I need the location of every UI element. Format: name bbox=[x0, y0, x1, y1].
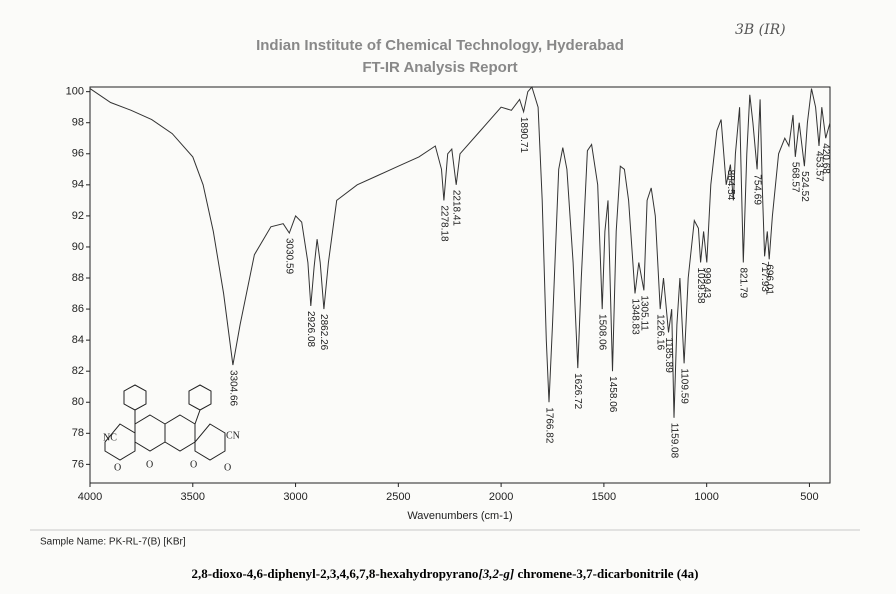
peak-label: 999.43 bbox=[701, 267, 712, 298]
peak-label: 453.57 bbox=[813, 151, 824, 182]
peak-label: 1348.83 bbox=[629, 299, 640, 336]
peak-label: 2278.18 bbox=[438, 205, 449, 242]
caption-part: chromene-3,7-dicarbonitrile (4a) bbox=[514, 566, 698, 581]
ring bbox=[104, 423, 136, 461]
x-axis-label: Wavenumbers (cm-1) bbox=[407, 510, 512, 522]
peak-label: 1226.16 bbox=[655, 314, 666, 351]
peak-label: 696.01 bbox=[764, 264, 775, 295]
phenyl bbox=[123, 384, 147, 411]
peak-label: 1890.71 bbox=[518, 117, 529, 154]
peak-label: 1766.82 bbox=[543, 407, 554, 444]
plot-frame bbox=[89, 86, 831, 484]
x-tick-label: 1000 bbox=[694, 491, 718, 503]
x-tick-label: 1500 bbox=[592, 491, 616, 503]
peak-label: 3030.59 bbox=[284, 238, 295, 275]
handwritten-note: 3B (IR) bbox=[735, 22, 786, 38]
structure-label: O bbox=[224, 462, 231, 473]
ring bbox=[194, 423, 226, 461]
peak-label: 420.68 bbox=[820, 143, 831, 174]
bond bbox=[194, 409, 201, 425]
y-tick-label: 98 bbox=[72, 117, 84, 129]
structure-label: NC bbox=[103, 432, 117, 443]
x-tick-label: 3500 bbox=[181, 491, 205, 503]
y-tick-label: 92 bbox=[72, 210, 84, 222]
peak-label: 568.57 bbox=[790, 162, 801, 193]
chart-title: Indian Institute of Chemical Technology,… bbox=[256, 37, 624, 54]
peak-label: 2926.08 bbox=[305, 311, 316, 348]
chart-subtitle: FT-IR Analysis Report bbox=[362, 59, 517, 76]
caption-part: 2,8-dioxo-4,6-diphenyl-2,3,4,6,7,8-hexah… bbox=[192, 566, 479, 581]
x-tick-label: 500 bbox=[800, 491, 818, 503]
y-tick-label: 76 bbox=[72, 458, 84, 470]
peak-label: 524.52 bbox=[799, 171, 810, 202]
molecule: NC CN O O O O bbox=[103, 384, 240, 473]
y-tick-label: 78 bbox=[72, 427, 84, 439]
y-tick-label: 96 bbox=[72, 148, 84, 160]
y-tick-label: 82 bbox=[72, 365, 84, 377]
x-tick-label: 3000 bbox=[283, 491, 307, 503]
y-tick-label: 84 bbox=[72, 334, 84, 346]
peak-label: 821.79 bbox=[738, 267, 749, 298]
structure-label: O bbox=[114, 462, 121, 473]
peak-label: 2862.26 bbox=[318, 314, 329, 351]
peak-label: 1305.11 bbox=[638, 295, 649, 331]
y-tick-label: 90 bbox=[72, 241, 84, 253]
peak-label: 1458.06 bbox=[607, 376, 618, 413]
phenyl bbox=[188, 384, 212, 411]
peak-label: 1029.58 bbox=[695, 267, 706, 304]
y-tick-label: 100 bbox=[66, 86, 84, 98]
peak-label: 1508.06 bbox=[597, 314, 608, 351]
caption: 2,8-dioxo-4,6-diphenyl-2,3,4,6,7,8-hexah… bbox=[192, 566, 699, 581]
sample-name: Sample Name: PK-RL-7(B) [KBr] bbox=[40, 537, 186, 548]
peak-label: 3304.66 bbox=[227, 370, 238, 407]
ring bbox=[134, 414, 166, 452]
peak-label: 1159.08 bbox=[668, 423, 679, 459]
peak-label: 1626.72 bbox=[572, 373, 583, 410]
peak-label: 1109.59 bbox=[678, 368, 689, 404]
x-tick-label: 4000 bbox=[78, 491, 102, 503]
y-tick-label: 88 bbox=[72, 272, 84, 284]
ring bbox=[164, 414, 196, 452]
peak-label: 2218.41 bbox=[451, 190, 462, 227]
y-tick-label: 80 bbox=[72, 396, 84, 408]
spectrum-line bbox=[89, 85, 831, 418]
structure-label: O bbox=[146, 459, 153, 470]
structure-label: CN bbox=[226, 430, 240, 441]
peak-label: 884.54 bbox=[725, 170, 736, 201]
peak-label: 1185.89 bbox=[663, 337, 674, 373]
peak-label: 717.93 bbox=[759, 261, 770, 292]
structure-label: O bbox=[190, 459, 197, 470]
caption-part: [3,2-g] bbox=[478, 566, 514, 581]
x-tick-label: 2500 bbox=[386, 491, 410, 503]
peak-label: 754.69 bbox=[751, 174, 762, 205]
x-tick-label: 2000 bbox=[489, 491, 513, 503]
y-tick-label: 86 bbox=[72, 303, 84, 315]
y-tick-label: 94 bbox=[72, 179, 84, 191]
